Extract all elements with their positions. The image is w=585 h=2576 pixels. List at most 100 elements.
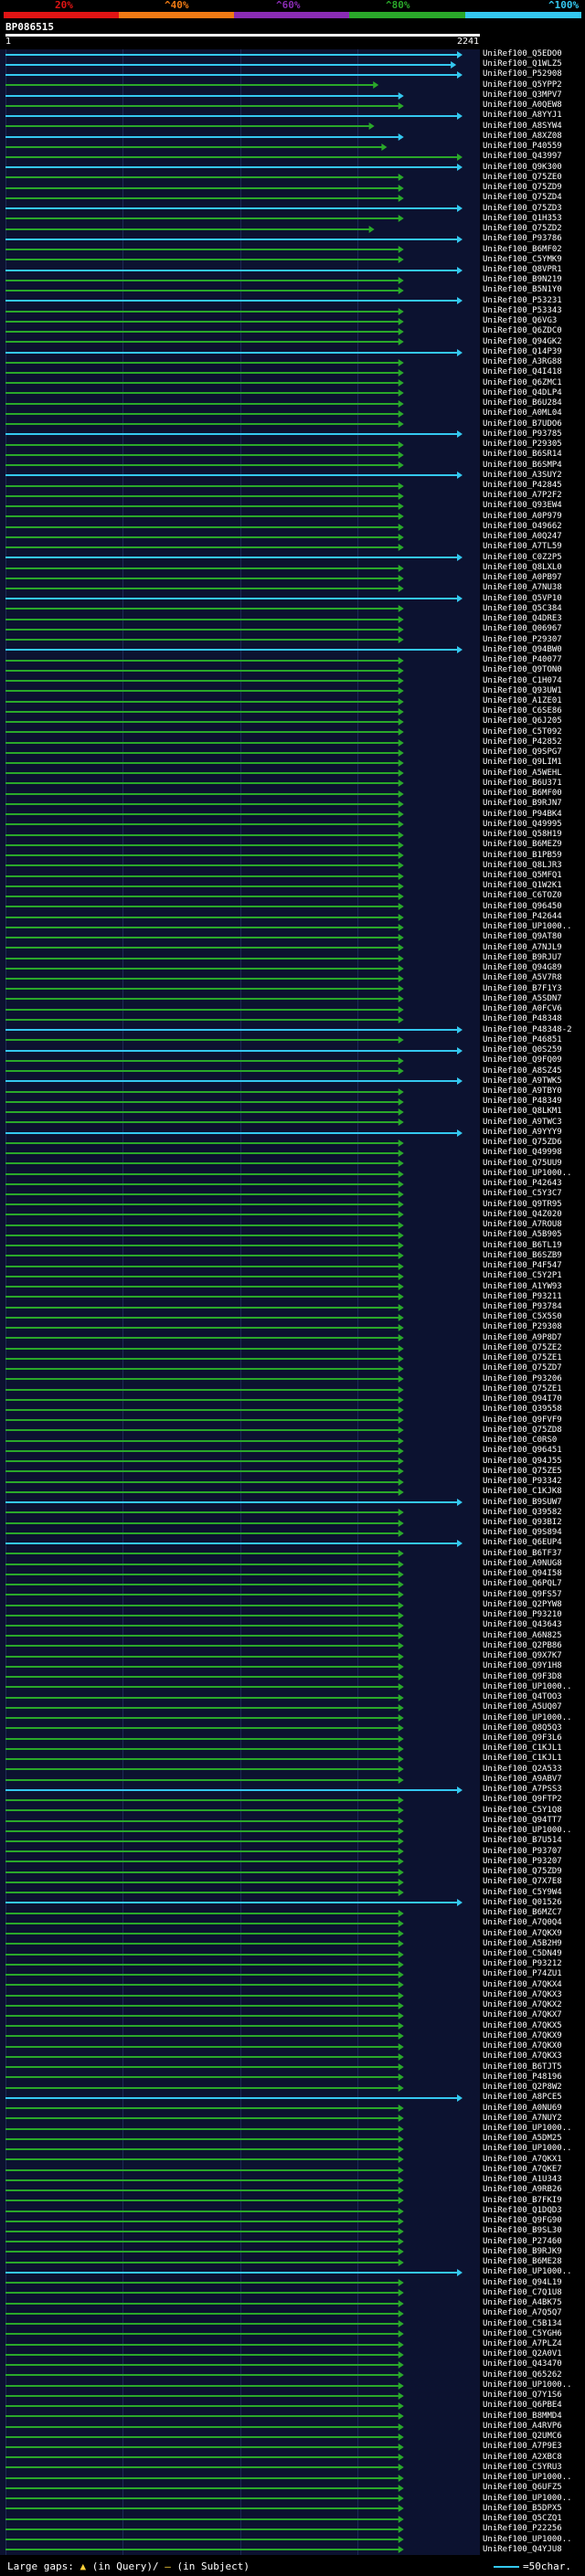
- hit-label[interactable]: UniRef100_Q2A0V1: [483, 2349, 562, 2359]
- hit-label[interactable]: UniRef100_A8SYW4: [483, 122, 562, 131]
- hit-label[interactable]: UniRef100_Q75ZE1: [483, 1353, 562, 1362]
- hit-label[interactable]: UniRef100_B5N1Y0: [483, 285, 562, 294]
- hit-label[interactable]: UniRef100_Q75ZD6: [483, 1138, 562, 1147]
- hit-label[interactable]: UniRef100_B9RJU7: [483, 953, 562, 962]
- hit-label[interactable]: UniRef100_Q9FTP2: [483, 1795, 562, 1804]
- hit-label[interactable]: UniRef100_C0Z2P5: [483, 553, 562, 562]
- hit-label[interactable]: UniRef100_UP1000..: [483, 2380, 572, 2390]
- hit-label[interactable]: UniRef100_Q4DLP4: [483, 388, 562, 398]
- hit-label[interactable]: UniRef100_Q94GK2: [483, 337, 562, 346]
- hit-label[interactable]: UniRef100_P48348-2: [483, 1025, 572, 1034]
- hit-label[interactable]: UniRef100_UP1000..: [483, 2144, 572, 2153]
- hit-label[interactable]: UniRef100_Q9TON0: [483, 665, 562, 674]
- hit-label[interactable]: UniRef100_Q58H19: [483, 830, 562, 839]
- hit-label[interactable]: UniRef100_Q8LXL0: [483, 563, 562, 572]
- hit-label[interactable]: UniRef100_P29308: [483, 1322, 562, 1331]
- hit-label[interactable]: UniRef100_B9RJK9: [483, 2247, 562, 2256]
- hit-label[interactable]: UniRef100_A3RG88: [483, 357, 562, 366]
- hit-label[interactable]: UniRef100_A7Q0Q4: [483, 1918, 562, 1927]
- hit-label[interactable]: UniRef100_Q49995: [483, 820, 562, 829]
- hit-label[interactable]: UniRef100_Q6ZMC1: [483, 378, 562, 387]
- hit-label[interactable]: UniRef100_A0Q247: [483, 532, 562, 541]
- hit-label[interactable]: UniRef100_P53343: [483, 306, 562, 315]
- hit-label[interactable]: UniRef100_Q43997: [483, 152, 562, 161]
- hit-label[interactable]: UniRef100_Q9LIM1: [483, 758, 562, 767]
- hit-label[interactable]: UniRef100_P93212: [483, 1959, 562, 1968]
- hit-label[interactable]: UniRef100_A0NU69: [483, 2104, 562, 2113]
- hit-label[interactable]: UniRef100_A0ML04: [483, 408, 562, 418]
- hit-label[interactable]: UniRef100_P93206: [483, 1374, 562, 1383]
- hit-label[interactable]: UniRef100_B9SUW7: [483, 1498, 562, 1507]
- hit-label[interactable]: UniRef100_Q2P8W2: [483, 2083, 562, 2092]
- hit-label[interactable]: UniRef100_Q3MPV7: [483, 90, 562, 100]
- hit-label[interactable]: UniRef100_B1PB59: [483, 851, 562, 860]
- hit-label[interactable]: UniRef100_A9TWC3: [483, 1118, 562, 1127]
- hit-label[interactable]: UniRef100_A7QKX9: [483, 1929, 562, 1938]
- hit-label[interactable]: UniRef100_A7QKE7: [483, 2165, 562, 2174]
- hit-label[interactable]: UniRef100_Q9F3L6: [483, 1733, 562, 1743]
- hit-label[interactable]: UniRef100_UP1000..: [483, 1169, 572, 1178]
- hit-label[interactable]: UniRef100_C7Q1U8: [483, 2288, 562, 2297]
- hit-label[interactable]: UniRef100_P42644: [483, 912, 562, 921]
- hit-label[interactable]: UniRef100_A7TL59: [483, 542, 562, 551]
- hit-label[interactable]: UniRef100_P53231: [483, 296, 562, 305]
- hit-label[interactable]: UniRef100_C1KJL1: [483, 1754, 562, 1763]
- hit-label[interactable]: UniRef100_A8XZ08: [483, 132, 562, 141]
- hit-label[interactable]: UniRef100_P48349: [483, 1097, 562, 1106]
- hit-label[interactable]: UniRef100_P93207: [483, 1857, 562, 1866]
- hit-label[interactable]: UniRef100_P93342: [483, 1477, 562, 1486]
- hit-label[interactable]: UniRef100_Q4YJU8: [483, 2545, 562, 2554]
- hit-label[interactable]: UniRef100_B6MF02: [483, 245, 562, 254]
- hit-label[interactable]: UniRef100_A5V7R8: [483, 973, 562, 982]
- hit-label[interactable]: UniRef100_A7Q5Q7: [483, 2308, 562, 2317]
- hit-label[interactable]: UniRef100_P93211: [483, 1292, 562, 1301]
- hit-label[interactable]: UniRef100_Q75ZE5: [483, 1467, 562, 1476]
- hit-label[interactable]: UniRef100_P40077: [483, 655, 562, 664]
- hit-label[interactable]: UniRef100_Q49998: [483, 1148, 562, 1157]
- hit-label[interactable]: UniRef100_B7FKI9: [483, 2196, 562, 2205]
- hit-label[interactable]: UniRef100_Q9Y1H8: [483, 1661, 562, 1670]
- hit-label[interactable]: UniRef100_Q75ZD9: [483, 1867, 562, 1876]
- hit-label[interactable]: UniRef100_A5DM25: [483, 2134, 562, 2143]
- hit-label[interactable]: UniRef100_Q06967: [483, 624, 562, 633]
- hit-label[interactable]: UniRef100_Q9K300: [483, 163, 562, 172]
- hit-label[interactable]: UniRef100_B9N219: [483, 275, 562, 284]
- hit-label[interactable]: UniRef100_C5B134: [483, 2319, 562, 2328]
- hit-label[interactable]: UniRef100_UP1000..: [483, 1713, 572, 1723]
- hit-label[interactable]: UniRef100_A0P979: [483, 512, 562, 521]
- hit-label[interactable]: UniRef100_A7QKX5: [483, 2021, 562, 2030]
- hit-label[interactable]: UniRef100_A9TBY0: [483, 1087, 562, 1096]
- hit-label[interactable]: UniRef100_B6ME28: [483, 2257, 562, 2266]
- hit-label[interactable]: UniRef100_A5UQ07: [483, 1702, 562, 1712]
- hit-label[interactable]: UniRef100_P29307: [483, 635, 562, 644]
- hit-label[interactable]: UniRef100_A7P2F2: [483, 491, 562, 500]
- hit-label[interactable]: UniRef100_B7U514: [483, 1836, 562, 1845]
- hit-label[interactable]: UniRef100_Q4I418: [483, 367, 562, 376]
- hit-label[interactable]: UniRef100_A0FCV6: [483, 1004, 562, 1013]
- hit-label[interactable]: UniRef100_UP1000..: [483, 2535, 572, 2544]
- hit-label[interactable]: UniRef100_C5DN49: [483, 1949, 562, 1958]
- hit-label[interactable]: UniRef100_P22256: [483, 2524, 562, 2533]
- hit-label[interactable]: UniRef100_C5Y2P1: [483, 1271, 562, 1280]
- hit-label[interactable]: UniRef100_Q6VG3: [483, 316, 558, 325]
- hit-label[interactable]: UniRef100_Q8LJR3: [483, 861, 562, 870]
- hit-label[interactable]: UniRef100_Q75ZD4: [483, 193, 562, 202]
- hit-label[interactable]: UniRef100_A7QKX2: [483, 2000, 562, 2009]
- hit-label[interactable]: UniRef100_B6SMP4: [483, 461, 562, 470]
- hit-label[interactable]: UniRef100_A5B905: [483, 1230, 562, 1239]
- hit-label[interactable]: UniRef100_A9TWK5: [483, 1076, 562, 1086]
- hit-label[interactable]: UniRef100_Q5VP10: [483, 594, 562, 603]
- hit-label[interactable]: UniRef100_Q5EDO0: [483, 49, 562, 58]
- hit-label[interactable]: UniRef100_P52908: [483, 69, 562, 79]
- hit-label[interactable]: UniRef100_Q2PYW8: [483, 1600, 562, 1609]
- hit-label[interactable]: UniRef100_P4F547: [483, 1261, 562, 1270]
- hit-label[interactable]: UniRef100_Q75UU9: [483, 1159, 562, 1168]
- hit-label[interactable]: UniRef100_A7QKX0: [483, 2041, 562, 2051]
- hit-label[interactable]: UniRef100_P48348: [483, 1014, 562, 1023]
- hit-label[interactable]: UniRef100_B6TJT5: [483, 2062, 562, 2072]
- hit-label[interactable]: UniRef100_A9YYY9: [483, 1128, 562, 1137]
- hit-label[interactable]: UniRef100_P93786: [483, 234, 562, 243]
- hit-label[interactable]: UniRef100_Q9FQ09: [483, 1055, 562, 1065]
- hit-label[interactable]: UniRef100_B9SL30: [483, 2226, 562, 2235]
- hit-label[interactable]: UniRef100_A8SZ45: [483, 1066, 562, 1076]
